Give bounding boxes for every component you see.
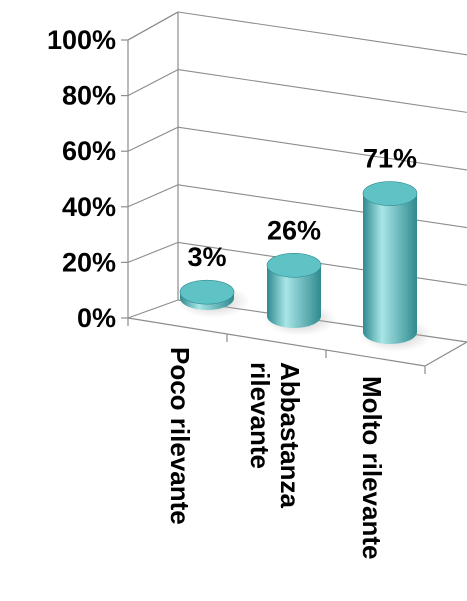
data-label: 71% (363, 144, 417, 174)
back-wall-gridline (177, 11, 467, 56)
bar-body (267, 265, 321, 328)
bar-top (266, 252, 322, 278)
y-tick-label: 60% (62, 136, 116, 166)
y-tick-label: 0% (77, 303, 116, 333)
data-label: 26% (267, 215, 321, 245)
y-tick-label: 100% (47, 25, 116, 55)
bar (359, 181, 433, 352)
y-tick-marks (121, 39, 128, 319)
floor-right-edge (424, 341, 467, 367)
bar (263, 252, 337, 336)
back-wall-gridline (177, 241, 467, 286)
bar-top (362, 181, 418, 206)
data-label: 3% (187, 242, 226, 272)
bar-top (179, 279, 235, 305)
left-wall-gridline (127, 11, 179, 41)
y-tick-label: 80% (62, 81, 116, 111)
data-labels: 3% 26% 71% (187, 144, 417, 273)
y-tick-label: 40% (62, 192, 116, 222)
left-wall-gridline (127, 241, 179, 263)
left-wall-gridline (127, 299, 179, 319)
category-label: Poco rilevante (165, 347, 195, 525)
back-wall-gridline (177, 69, 467, 113)
back-wall-gridline (177, 126, 467, 171)
left-wall-gridline (127, 126, 179, 152)
category-label: Molto rilevante (357, 376, 387, 559)
category-label-line: Molto rilevante (357, 376, 387, 559)
category-label-line: rilevante (245, 362, 275, 469)
y-tick-labels: 0% 20% 40% 60% 80% 100% (47, 25, 116, 333)
bars (176, 181, 433, 352)
category-label-line: Poco rilevante (165, 347, 195, 525)
gridlines (127, 11, 467, 319)
y-tick-label: 20% (62, 247, 116, 277)
bar (176, 279, 250, 318)
left-wall-gridline (127, 69, 179, 97)
bar-body (363, 193, 417, 344)
x-tick-marks (127, 318, 426, 374)
back-wall-gridline (177, 184, 467, 229)
floor-front-edge (127, 317, 426, 367)
left-wall-gridline (127, 184, 179, 208)
category-label-line: Abbastanza (275, 362, 305, 508)
